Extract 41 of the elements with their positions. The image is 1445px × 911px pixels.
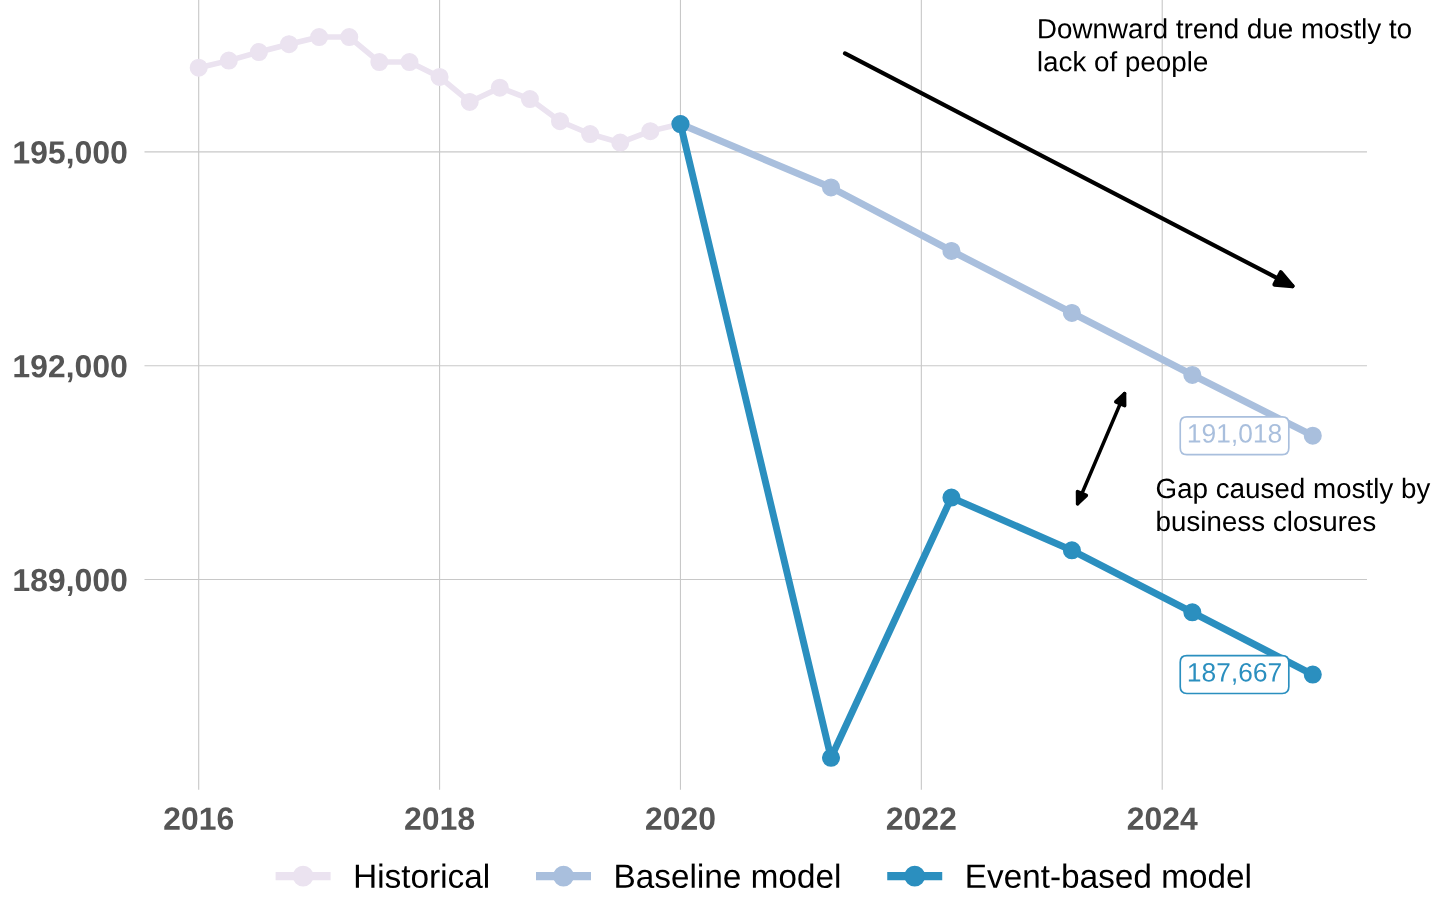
data-label: 191,018 — [1188, 424, 1282, 446]
point — [400, 52, 419, 72]
legend-label: Historical — [355, 863, 488, 889]
point — [219, 51, 238, 70]
point — [460, 92, 479, 111]
x-tick-label: 2024 — [1127, 807, 1198, 830]
point — [821, 178, 841, 197]
point — [641, 122, 660, 141]
point — [942, 488, 961, 507]
x-tick-label: 2018 — [405, 807, 475, 830]
point — [581, 124, 600, 144]
point — [550, 112, 570, 131]
data-label: 187,667 — [1188, 662, 1281, 685]
point — [310, 28, 329, 47]
legend-label: Baseline model — [616, 863, 840, 889]
point — [942, 241, 961, 260]
x-tick-label: 2022 — [886, 807, 956, 830]
point — [340, 28, 359, 47]
x-tick-label: 2016 — [164, 807, 234, 830]
point — [249, 43, 268, 62]
x-tick-label: 2020 — [646, 807, 715, 830]
point — [821, 748, 841, 767]
point — [1062, 541, 1081, 560]
point — [279, 35, 299, 54]
point — [520, 90, 539, 109]
y-tick-label: 189,000 — [14, 568, 127, 597]
point — [1062, 303, 1081, 322]
y-tick-label: 192,000 — [14, 354, 127, 383]
annotation: Downward trend due mostly to lack of people — [1038, 18, 1411, 77]
point — [189, 58, 208, 77]
point — [430, 67, 449, 87]
point — [1303, 426, 1322, 445]
legend-label: Event-based model — [967, 863, 1250, 889]
point — [1183, 365, 1202, 384]
y-tick-label: 195,000 — [14, 141, 127, 169]
point — [370, 52, 389, 72]
point — [611, 133, 630, 152]
annotation: Gap caused mostly by business closures — [1156, 477, 1431, 532]
point — [1303, 665, 1322, 684]
point — [1183, 603, 1202, 622]
point — [490, 78, 509, 97]
